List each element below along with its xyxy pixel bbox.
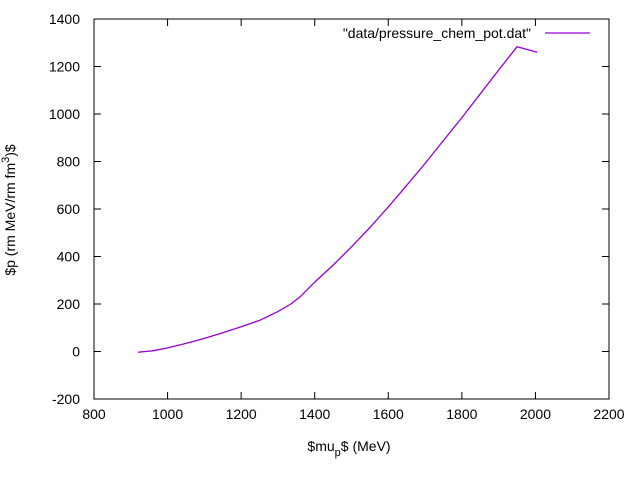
plot-frame — [93, 18, 610, 400]
x-tick-label: 1200 — [226, 406, 257, 422]
y-tick-label: 0 — [72, 344, 80, 360]
x-tick-label: 1600 — [373, 406, 404, 422]
y-tick-label: -200 — [52, 391, 80, 407]
y-axis-label: $p (rm MeV/rm fm3)$ — [0, 144, 18, 276]
y-tick-label: 200 — [57, 296, 81, 312]
y-tick-label: 1400 — [49, 11, 80, 27]
x-tick-label: 1400 — [299, 406, 330, 422]
legend: "data/pressure_chem_pot.dat" — [343, 25, 590, 41]
x-tick-label: 2000 — [520, 406, 551, 422]
series-line — [138, 46, 538, 353]
tick-labels: 800 1000 1200 1400 1600 1800 2000 2200 -200 0 200 4… — [49, 11, 625, 422]
x-tick-label: 800 — [82, 406, 106, 422]
axis-ticks — [93, 18, 610, 400]
x-tick-label: 2200 — [593, 406, 624, 422]
series-layer — [138, 46, 538, 353]
y-tick-label: 600 — [57, 201, 81, 217]
x-axis-label: $mup$ (MeV) — [307, 438, 390, 459]
y-tick-label: 800 — [57, 154, 81, 170]
legend-series-label: "data/pressure_chem_pot.dat" — [343, 25, 531, 41]
y-tick-label: 1000 — [49, 106, 80, 122]
x-tick-label: 1000 — [152, 406, 183, 422]
y-tick-label: 400 — [57, 249, 81, 265]
y-tick-label: 1200 — [49, 59, 80, 75]
x-tick-label: 1800 — [446, 406, 477, 422]
